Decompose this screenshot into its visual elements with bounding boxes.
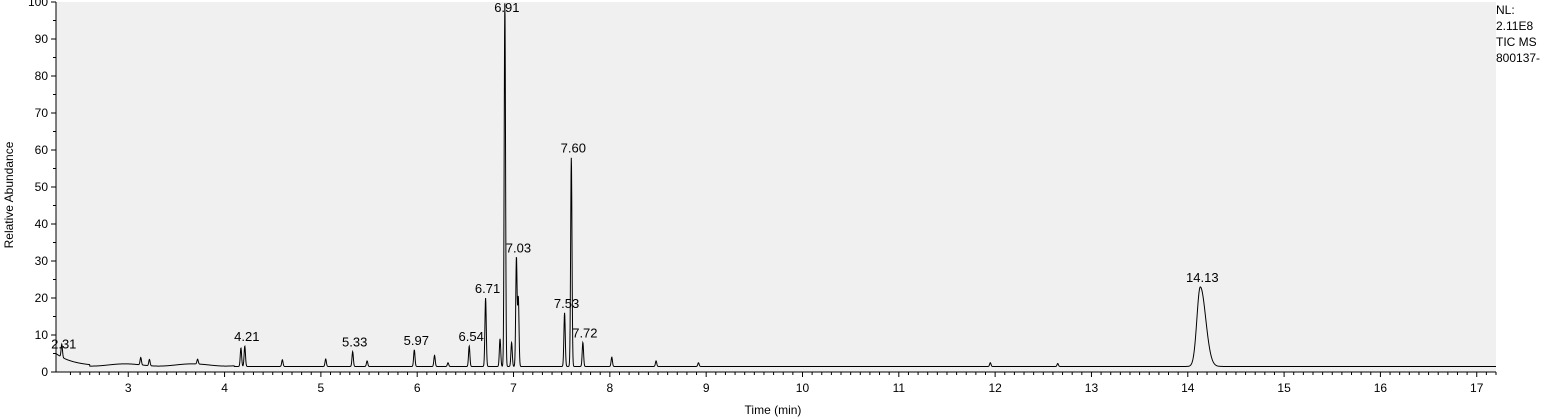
y-tick-label: 100 — [28, 0, 48, 9]
peak-label: 2.31 — [51, 337, 76, 352]
plot-background — [56, 2, 1496, 372]
y-axis-ticks: 0 10 20 30 40 50 60 70 80 90 100 — [28, 0, 56, 379]
y-tick-label: 0 — [41, 365, 48, 379]
y-tick-label: 50 — [35, 180, 49, 194]
x-tick-label: 5 — [318, 381, 325, 395]
sample-id: 800137- — [1496, 51, 1541, 65]
scan-info: NL: 2.11E8 TIC MS 800137- — [1496, 2, 1547, 66]
x-tick-label: 9 — [703, 381, 710, 395]
y-tick-label: 80 — [35, 69, 49, 83]
x-tick-label: 15 — [1277, 381, 1291, 395]
x-tick-label: 17 — [1470, 381, 1484, 395]
x-tick-label: 6 — [414, 381, 421, 395]
x-tick-label: 16 — [1374, 381, 1388, 395]
x-tick-label: 3 — [125, 381, 132, 395]
x-tick-label: 8 — [607, 381, 614, 395]
y-tick-label: 60 — [35, 143, 49, 157]
peak-label: 7.03 — [506, 240, 531, 255]
x-tick-label: 7 — [510, 381, 517, 395]
x-axis-ticks: 3 4 5 6 7 8 9 10 11 12 13 14 15 16 17 — [69, 372, 1497, 395]
x-tick-label: 11 — [893, 381, 906, 395]
peak-label: 4.21 — [234, 329, 259, 344]
x-tick-label: 14 — [1181, 381, 1195, 395]
y-tick-label: 20 — [35, 291, 49, 305]
y-tick-label: 90 — [35, 32, 49, 46]
peak-label: 5.33 — [342, 335, 367, 350]
peak-label: 7.53 — [554, 296, 579, 311]
x-tick-label: 10 — [796, 381, 810, 395]
x-tick-label: 12 — [988, 381, 1002, 395]
peak-label: 14.13 — [1186, 270, 1219, 285]
tic-trace — [55, 3, 1496, 367]
peak-labels: 2.31 4.21 5.33 5.97 6.54 6.71 6.91 7.03 7.53 7.60… — [51, 0, 1218, 352]
y-tick-label: 40 — [35, 217, 49, 231]
normalization-label: NL: — [1496, 3, 1515, 17]
y-tick-label: 30 — [35, 254, 49, 268]
peak-label: 6.54 — [459, 329, 484, 344]
y-tick-label: 10 — [35, 328, 49, 342]
y-tick-label: 70 — [35, 106, 49, 120]
peak-label: 5.97 — [404, 333, 429, 348]
y-axis-label: Relative Abundance — [2, 141, 16, 248]
normalization-value: 2.11E8 — [1496, 19, 1534, 33]
peak-label: 6.71 — [475, 281, 500, 296]
scan-type: TIC MS — [1496, 35, 1537, 49]
x-tick-label: 4 — [221, 381, 228, 395]
peak-label: 7.72 — [572, 325, 597, 340]
x-tick-label: 13 — [1085, 381, 1099, 395]
peak-label: 7.60 — [561, 140, 586, 155]
peak-label: 6.91 — [494, 0, 519, 15]
x-axis-label: Time (min) — [745, 403, 802, 417]
